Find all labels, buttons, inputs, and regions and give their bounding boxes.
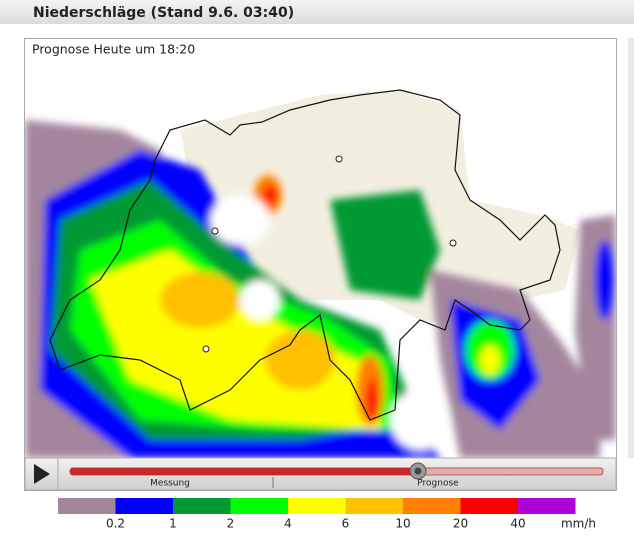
side-strip [628, 38, 634, 458]
legend-label: 10 [395, 517, 410, 531]
legend-label: 4 [284, 517, 292, 531]
legend-swatch [288, 498, 346, 514]
legend-swatch [345, 498, 403, 514]
forecast-label: Prognose [417, 479, 459, 489]
legend-label: 6 [342, 517, 350, 531]
header-title: Niederschläge (Stand 9.6. 03:40) [33, 5, 294, 21]
legend-swatch [460, 498, 518, 514]
legend-label: 40 [510, 517, 525, 531]
legend-unit: mm/h [561, 517, 596, 531]
legend-label: 2 [227, 517, 235, 531]
map-caption: Prognose Heute um 18:20 [32, 42, 195, 57]
legend-swatch [173, 498, 231, 514]
radar-map [25, 39, 616, 458]
legend-swatch [230, 498, 288, 514]
legend-swatch [115, 498, 173, 514]
legend-swatch [518, 498, 576, 514]
legend-swatch [58, 498, 116, 514]
legend-label: 1 [169, 517, 177, 531]
measured-label: Messung [150, 479, 190, 489]
legend: 0.2 1 2 4 6 10 20 40 mm/h [58, 498, 596, 531]
legend-swatch [403, 498, 461, 514]
play-icon [34, 464, 50, 484]
legend-label: 20 [453, 517, 468, 531]
header-bar [0, 0, 634, 24]
slider-progress [70, 468, 418, 475]
legend-label: 0.2 [106, 517, 125, 531]
